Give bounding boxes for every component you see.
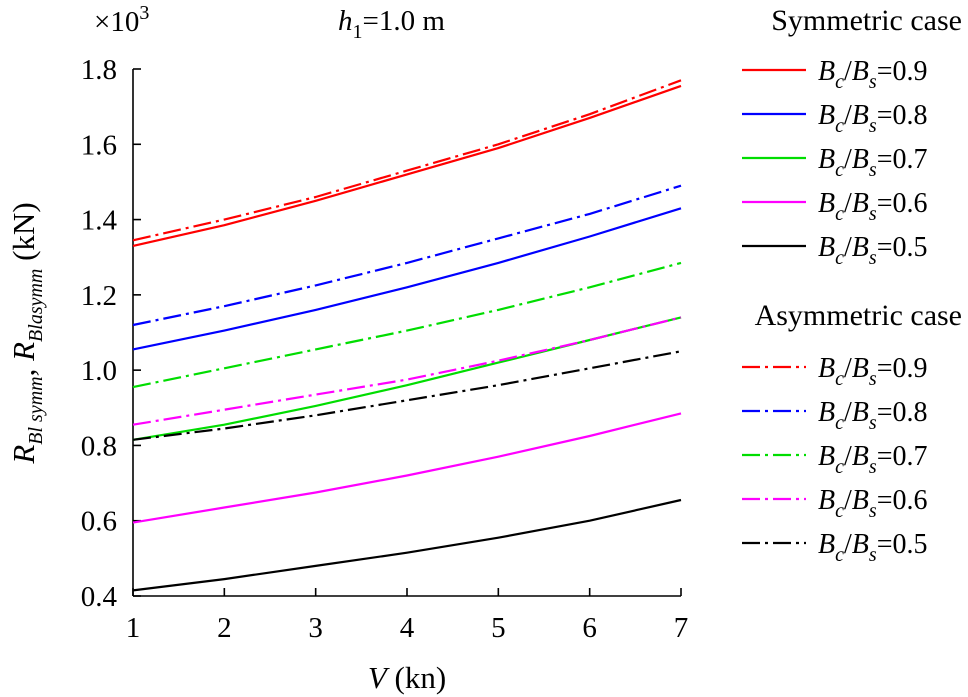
series-line-symmetric-0-8	[132, 207, 682, 351]
axis-multiplier: ×103	[94, 2, 149, 38]
x-tick-label: 3	[308, 612, 323, 644]
chart-texts: h1=1.0 m ×103 V (kn) RBl symm, RBlasymm (kN…	[6, 2, 446, 695]
series-line-asymmetric-0-8	[132, 184, 682, 327]
legend-label-symmetric-0-5: Bc/Bs=0.5	[818, 232, 927, 269]
legend-label-asymmetric-0-9: Bc/Bs=0.9	[818, 353, 927, 390]
series-line-asymmetric-0-7	[132, 261, 682, 389]
legend-label-asymmetric-0-8: Bc/Bs=0.8	[818, 397, 927, 434]
x-tick-label: 7	[674, 612, 689, 644]
series-line-symmetric-0-7	[132, 316, 682, 441]
x-tick-label: 4	[400, 612, 415, 644]
legend-label-symmetric-0-8: Bc/Bs=0.8	[818, 100, 927, 137]
legend-label-symmetric-0-9: Bc/Bs=0.9	[818, 56, 927, 93]
x-axis-label: V (kn)	[368, 660, 446, 695]
chart-title: h1=1.0 m	[338, 5, 445, 43]
y-tick-label: 1.6	[81, 129, 117, 161]
chart-legend: Symmetric case Bc/Bs=0.9 Bc/Bs=0.8 Bc/Bs=0.…	[742, 4, 962, 566]
y-tick-label: 1.8	[81, 54, 117, 86]
legend-heading-dashdot: Asymmetric case	[755, 299, 962, 332]
x-tick-label: 1	[126, 612, 141, 644]
series-line-symmetric-0-9	[132, 84, 682, 247]
y-axis-label: RBl symm, RBlasymm (kN)	[6, 202, 47, 464]
chart-axes: 0.4 0.6 0.8 1.0 1.2 1.4 1.6 1.8 1 2 3 4 5 6 7	[81, 54, 689, 644]
x-tick-label: 6	[582, 612, 597, 644]
y-tick-label: 1.0	[81, 355, 117, 387]
legend-label-asymmetric-0-5: Bc/Bs=0.5	[818, 529, 927, 566]
legend-label-symmetric-0-7: Bc/Bs=0.7	[818, 144, 927, 181]
y-tick-label: 0.4	[81, 581, 118, 613]
y-tick-label: 1.4	[81, 205, 118, 237]
y-tick-label: 0.6	[81, 506, 117, 538]
x-tick-label: 5	[491, 612, 506, 644]
legend-label-asymmetric-0-6: Bc/Bs=0.6	[818, 485, 927, 522]
series-line-symmetric-0-6	[132, 412, 682, 524]
y-tick-label: 0.8	[81, 430, 117, 462]
legend-label-symmetric-0-6: Bc/Bs=0.6	[818, 188, 927, 225]
series-line-asymmetric-0-9	[132, 79, 682, 242]
x-tick-label: 2	[217, 612, 232, 644]
chart-series-lines	[132, 79, 682, 592]
series-line-symmetric-0-5	[132, 498, 682, 592]
legend-label-asymmetric-0-7: Bc/Bs=0.7	[818, 441, 927, 478]
legend-heading-solid: Symmetric case	[771, 4, 962, 37]
y-tick-label: 1.2	[81, 280, 117, 312]
